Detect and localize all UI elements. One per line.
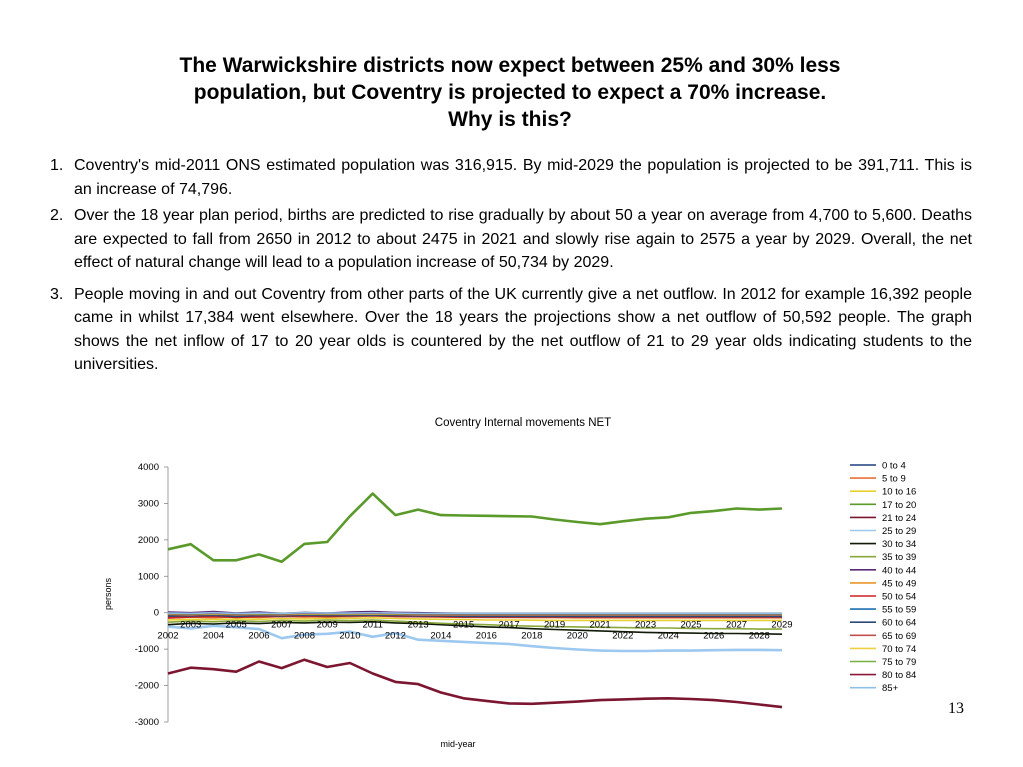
x-tick-label: 2012 [385,631,406,642]
legend-entry: 21 to 24 [882,513,916,524]
point-number: 3. [50,285,64,303]
y-tick-label: 0 [154,608,159,619]
x-tick-label: 2020 [567,631,588,642]
point-number: 1. [50,157,64,174]
x-tick-label: 2009 [317,620,338,631]
series-line [167,619,782,630]
legend-entry: 25 to 29 [882,526,916,537]
series-line [167,614,782,618]
slide-title: The Warwickshire districts now expect be… [60,52,960,133]
x-tick-label: 2027 [726,620,747,631]
x-tick-label: 2017 [499,620,520,631]
series-line [167,492,783,564]
x-tick-label: 2018 [521,631,542,642]
legend-entry: 5 to 9 [882,474,906,485]
chart-legend: 0 to 4 5 to 9 10 to 16 17 to 20 21 to 24 25 t… [850,461,916,694]
series-line [167,616,782,622]
series-line [167,611,782,615]
point-text: Over the 18 year plan period, births are… [74,207,972,271]
legend-entry: 50 to 54 [882,592,916,603]
title-line-1: The Warwickshire districts now expect be… [179,54,841,77]
point-3: 3. People moving in and out Coventry fro… [50,283,972,377]
plot-area: 4000 3000 2000 1000 0 -1000 -2000 -3000 2003 2005… [135,462,793,728]
legend-entry: 80 to 84 [882,670,916,681]
x-tick-label: 2004 [203,631,224,642]
x-tick-label: 2013 [408,620,429,631]
point-2: 2. Over the 18 year plan period, births … [50,204,972,275]
x-tick-label: 2028 [749,631,770,642]
point-1: 1. Coventry's mid-2011 ONS estimated pop… [50,154,972,201]
y-tick-label: -2000 [135,681,159,692]
x-tick-label: 2011 [362,620,382,631]
chart-title: Coventry Internal movements NET [435,417,611,429]
x-tick-label: 2029 [771,620,792,631]
x-tick-label: 2002 [157,631,178,642]
y-tick-label: 1000 [138,571,159,582]
x-tick-label: 2014 [430,631,451,642]
x-tick-label: 2023 [635,620,656,631]
x-tick-label: 2015 [453,620,474,631]
legend-entry: 60 to 64 [882,618,916,629]
legend-entry: 40 to 44 [882,565,916,576]
numbered-points: 1. Coventry's mid-2011 ONS estimated pop… [50,154,972,380]
point-text: Coventry's mid-2011 ONS estimated popula… [74,157,972,198]
x-tick-label: 2016 [476,631,497,642]
x-tick-label: 2021 [590,620,611,631]
legend-entry: 17 to 20 [882,500,916,511]
series-line [167,620,783,635]
legend-entry: 75 to 79 [882,657,916,668]
x-tick-label: 2022 [612,631,633,642]
legend-entry: 45 to 49 [882,578,916,589]
x-tick-label: 2003 [180,620,201,631]
x-tick-label: 2025 [680,620,701,631]
title-line-2: population, but Coventry is projected to… [193,81,827,104]
x-tick-label: 2024 [658,631,679,642]
y-tick-label: -3000 [135,717,159,728]
x-tick-label: 2006 [248,631,269,642]
y-tick-label: 2000 [138,535,159,546]
series-line [167,624,783,653]
legend-entry: 0 to 4 [882,461,906,472]
x-axis-label: mid-year [440,739,475,749]
x-tick-label: 2010 [339,631,360,642]
legend-entry: 55 to 59 [882,605,916,616]
legend-entry: 35 to 39 [882,552,916,563]
page-number: 13 [948,700,964,717]
x-tick-label: 2008 [294,631,315,642]
legend-entry: 85+ [882,683,899,694]
series-line [167,658,783,709]
x-tick-label: 2026 [703,631,724,642]
point-text: People moving in and out Coventry from o… [74,285,972,374]
y-tick-label: 3000 [138,498,159,509]
x-tick-label: 2019 [544,620,565,631]
legend-entry: 70 to 74 [882,644,916,655]
legend-entry: 30 to 34 [882,539,916,550]
x-tick-label: 2007 [271,620,292,631]
legend-entry: 10 to 16 [882,487,916,498]
y-tick-label: 4000 [138,462,159,473]
title-line-3: Why is this? [448,108,572,131]
point-number: 2. [50,207,64,224]
y-axis-label: persons [103,577,113,610]
x-tick-label: 2005 [226,620,247,631]
y-tick-label: -1000 [135,644,159,655]
legend-entry: 65 to 69 [882,631,916,642]
